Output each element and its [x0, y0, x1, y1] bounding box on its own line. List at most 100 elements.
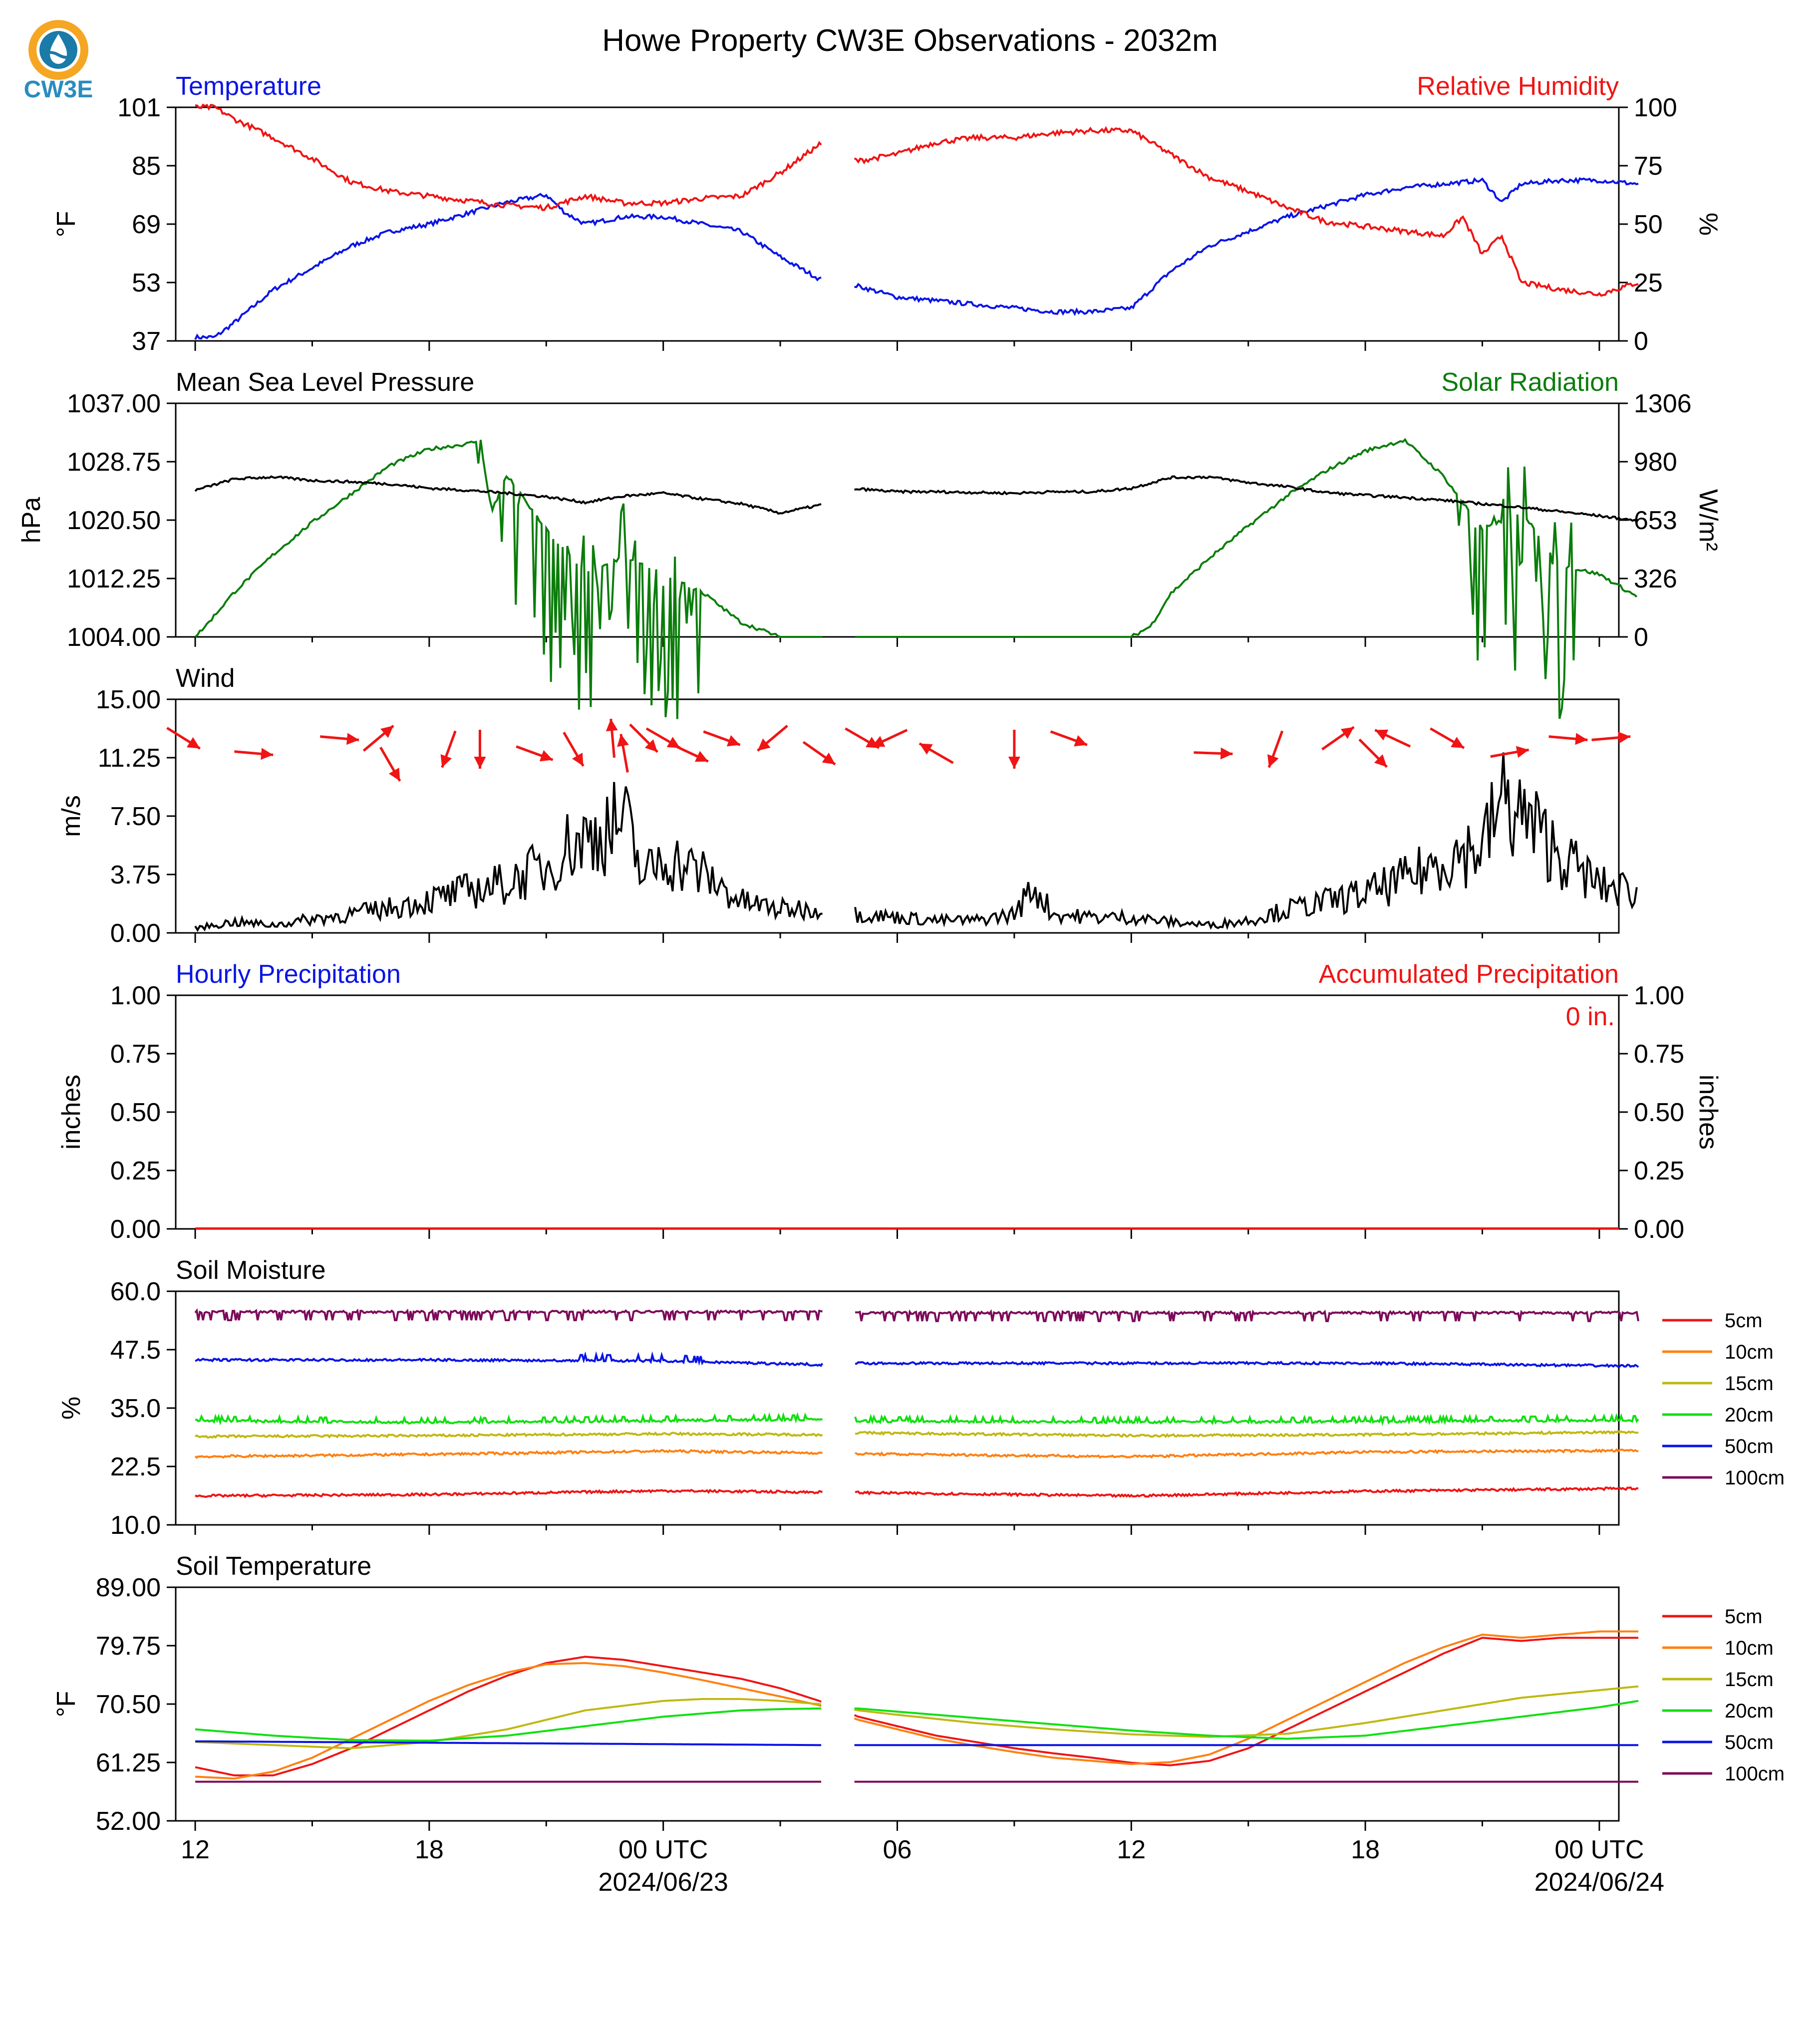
- wind-arrow-head: [186, 737, 200, 749]
- wind-arrow-head: [919, 743, 933, 755]
- y-tick-label: 10.0: [110, 1511, 161, 1540]
- y-tick-label: 1020.50: [67, 506, 161, 535]
- y-tick-label: 52.00: [96, 1807, 161, 1836]
- soil_moisture-left-title: Soil Moisture: [176, 1256, 326, 1285]
- x-tick-label: 18: [415, 1835, 444, 1864]
- wind-arrow-head: [440, 754, 452, 768]
- y-tick-label: 11.25: [98, 744, 161, 773]
- x-tick-label: 12: [1117, 1835, 1146, 1864]
- y-tick-label: 85: [132, 152, 161, 181]
- temp_rh-left-title: Temperature: [176, 72, 321, 101]
- y2-tick-label: 100: [1634, 93, 1677, 122]
- temp_rh-y2label: %: [1694, 213, 1723, 236]
- legend-label-20cm: 20cm: [1725, 1404, 1774, 1426]
- y-tick-label: 89.00: [96, 1573, 161, 1602]
- y-tick-label: 61.25: [96, 1748, 161, 1777]
- precip-right-title: Accumulated Precipitation: [1319, 960, 1619, 989]
- y-tick-label: 0.00: [110, 919, 161, 948]
- y2-tick-label: 653: [1634, 506, 1677, 535]
- y-tick-label: 37: [132, 327, 161, 356]
- y-tick-label: 22.5: [110, 1452, 161, 1481]
- y-tick-label: 60.0: [110, 1277, 161, 1306]
- y-tick-label: 0.75: [110, 1040, 161, 1069]
- soil_temp-ylabel: °F: [52, 1691, 81, 1718]
- x-tick-label: 18: [1351, 1835, 1380, 1864]
- wind-arrow-head: [666, 737, 680, 748]
- soil_temp-frame: [175, 1586, 1620, 1822]
- accumulated-precip-value: 0 in.: [1566, 1002, 1615, 1031]
- legend-label-5cm: 5cm: [1725, 1606, 1763, 1628]
- soil-line-10cm: [194, 1448, 1639, 1459]
- soil-line-15cm: [195, 1685, 1639, 1749]
- temp_rh-right-title: Relative Humidity: [1417, 72, 1619, 101]
- soil-line-15cm: [195, 1430, 1639, 1439]
- legend-label-50cm: 50cm: [1725, 1436, 1774, 1457]
- pressure-line: [194, 475, 1639, 523]
- y2-tick-label: 50: [1634, 210, 1663, 239]
- wind-arrow-head: [822, 752, 836, 765]
- logo-text: CW3E: [24, 76, 93, 103]
- y-tick-label: 0.00: [110, 1215, 161, 1244]
- wind-arrow-head: [1267, 754, 1279, 768]
- legend-label-15cm: 15cm: [1725, 1669, 1774, 1691]
- y-tick-label: 47.5: [110, 1336, 161, 1365]
- y-tick-label: 3.75: [110, 861, 161, 889]
- legend-label-15cm: 15cm: [1725, 1373, 1774, 1395]
- legend-label-100cm: 100cm: [1725, 1467, 1785, 1489]
- y2-tick-label: 25: [1634, 269, 1663, 297]
- wind-arrow-head: [1220, 747, 1233, 760]
- wind-arrow-head: [346, 733, 359, 745]
- legend-label-20cm: 20cm: [1725, 1700, 1774, 1722]
- y-tick-label: 1037.00: [67, 389, 161, 418]
- wind-ylabel: m/s: [57, 795, 86, 837]
- y2-tick-label: 1306: [1634, 389, 1692, 418]
- wind-speed-line: [194, 752, 1638, 932]
- precip-frame: [175, 994, 1620, 1230]
- precip-left-title: Hourly Precipitation: [176, 960, 401, 989]
- wind-arrow-head: [388, 767, 400, 781]
- x-tick-label: 06: [883, 1835, 912, 1864]
- legend-label-50cm: 50cm: [1725, 1732, 1774, 1753]
- pressure_solar-right-title: Solar Radiation: [1441, 368, 1619, 397]
- wind-arrow-head: [474, 757, 486, 769]
- wind-arrow-head: [380, 725, 394, 738]
- x-tick-label: 00 UTC: [618, 1835, 708, 1864]
- wind-arrow-head: [1074, 735, 1087, 747]
- wind-arrow-head: [694, 751, 708, 762]
- soil-line-20cm: [195, 1700, 1639, 1742]
- y2-tick-label: 326: [1634, 565, 1677, 593]
- y-tick-label: 1028.75: [67, 448, 161, 477]
- x-tick-label: 00 UTC: [1554, 1835, 1644, 1864]
- wind-arrow-head: [1375, 729, 1389, 741]
- wind-arrow-head: [261, 748, 274, 760]
- solar-radiation-line: [194, 438, 1638, 719]
- y-tick-label: 1.00: [110, 981, 161, 1010]
- humidity-line: [195, 103, 1639, 297]
- soil-line-5cm: [195, 1637, 1639, 1776]
- page-title: Howe Property CW3E Observations - 2032m: [602, 23, 1218, 58]
- wind-arrow-head: [1374, 754, 1387, 767]
- wind-arrow-head: [1618, 731, 1631, 744]
- wind-arrow-head: [1008, 757, 1020, 769]
- soil-line-10cm: [195, 1630, 1639, 1780]
- soil-line-100cm: [194, 1308, 1640, 1322]
- y-tick-label: 7.50: [110, 802, 161, 831]
- y-tick-label: 69: [132, 210, 161, 239]
- y2-tick-label: 1.00: [1634, 981, 1684, 1010]
- y2-tick-label: 0.00: [1634, 1215, 1684, 1244]
- temp_rh-ylabel: °F: [52, 211, 81, 238]
- y-tick-label: 70.50: [96, 1690, 161, 1719]
- y2-tick-label: 980: [1634, 448, 1677, 477]
- pressure_solar-y2label: W/m²: [1694, 489, 1723, 551]
- legend-label-100cm: 100cm: [1725, 1763, 1785, 1785]
- y-tick-label: 53: [132, 269, 161, 297]
- y2-tick-label: 0.50: [1634, 1098, 1684, 1127]
- precip-ylabel: inches: [57, 1075, 86, 1150]
- wind-arrow-head: [572, 752, 584, 766]
- temperature-line: [194, 177, 1639, 340]
- y2-tick-label: 0: [1634, 623, 1648, 652]
- pressure_solar-frame: [175, 402, 1620, 638]
- soil-line-50cm: [195, 1740, 1639, 1746]
- cw3e-logo: CW3E: [24, 20, 93, 103]
